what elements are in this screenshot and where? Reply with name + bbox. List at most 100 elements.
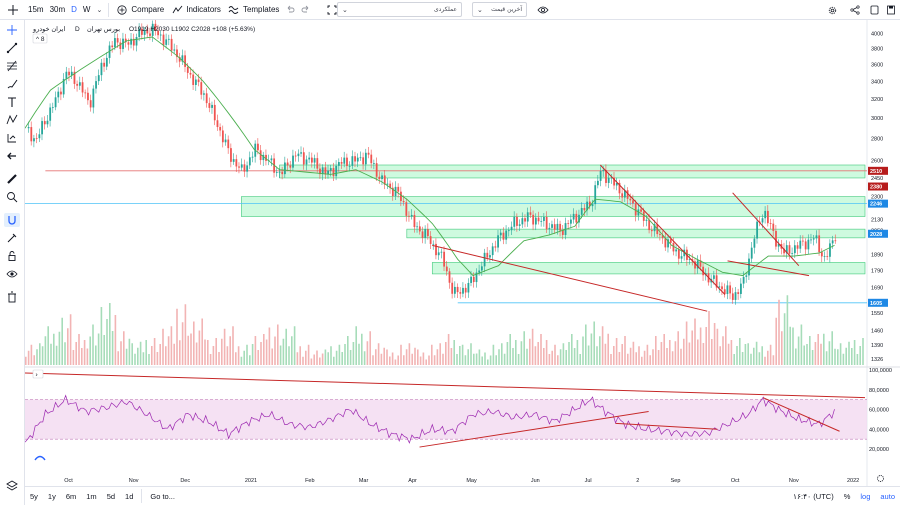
log-toggle[interactable]: log	[860, 491, 871, 501]
interval-d[interactable]: D	[71, 5, 77, 14]
templates-label: Templates	[242, 5, 280, 14]
back-arrow-icon[interactable]	[4, 149, 20, 163]
magnet-icon[interactable]	[4, 213, 20, 227]
candle-body	[348, 165, 351, 167]
chart-type-dropdown[interactable]: ⌄ عملکردی	[337, 2, 462, 17]
range-5d[interactable]: 5d	[106, 491, 116, 501]
candle-body	[270, 158, 273, 161]
range-1y[interactable]: 1y	[47, 491, 56, 501]
interval-30m[interactable]: 30m	[49, 5, 66, 14]
volume-bar	[820, 343, 822, 365]
volume-bar	[848, 341, 850, 365]
candle-body	[740, 283, 742, 294]
rsi-tick-label: 60,0000	[869, 408, 889, 414]
eye-icon[interactable]	[4, 267, 20, 281]
interval-15m[interactable]: 15m	[28, 5, 44, 14]
range-6m[interactable]: 6m	[65, 491, 77, 501]
volume-bar	[503, 353, 506, 365]
candle-body	[532, 214, 535, 225]
candle-body	[529, 212, 532, 215]
volume-bar	[277, 324, 279, 365]
trendline-1	[432, 244, 708, 312]
crosshair-icon[interactable]	[0, 1, 25, 19]
candle-body	[405, 202, 408, 216]
price-source-dropdown[interactable]: ⌄ آخرین قیمت	[472, 2, 527, 17]
lock-icon[interactable]	[4, 249, 20, 263]
candle-body	[737, 292, 740, 294]
candle-body	[502, 232, 505, 240]
ruler-icon[interactable]	[4, 172, 20, 186]
pattern-icon[interactable]	[4, 113, 20, 127]
interval-dropdown[interactable]: ⌄	[93, 1, 105, 19]
candle-body	[227, 139, 230, 149]
auto-toggle[interactable]: auto	[880, 491, 895, 501]
range-1m[interactable]: 1m	[86, 491, 97, 501]
rsi-collapse-button[interactable]	[32, 369, 44, 379]
candle-body	[351, 156, 354, 166]
time-axis[interactable]: Oct Nov Dec 2021 Feb Mar Apr May Jun Jul 2 Sep Oct No…	[64, 478, 859, 484]
volume-bar	[134, 353, 136, 365]
candle-body	[154, 23, 157, 31]
fib-retracement-icon[interactable]	[4, 59, 20, 73]
share-button[interactable]	[847, 1, 863, 19]
candle-body	[57, 91, 60, 98]
fullscreen-button[interactable]	[324, 1, 340, 19]
volume-bar	[713, 323, 716, 365]
crosshair-cursor-icon[interactable]	[4, 23, 20, 37]
axis-settings-button[interactable]	[876, 474, 885, 485]
prediction-icon[interactable]	[4, 131, 20, 145]
candle-body	[221, 130, 224, 143]
goto-button[interactable]: Go to...	[150, 491, 175, 501]
undo-button[interactable]	[282, 1, 298, 19]
candle-body	[796, 245, 799, 249]
save-button[interactable]	[883, 1, 899, 19]
redo-button[interactable]	[298, 1, 314, 19]
candle-body	[389, 183, 392, 188]
text-icon[interactable]	[4, 95, 20, 109]
volume-bar	[811, 350, 814, 365]
price-tick-label: 3800	[871, 46, 883, 52]
price-axis[interactable]: 4000 3800 3600 3400 3200 3000 2800 2600 2450 2300…	[868, 31, 892, 453]
trend-line-icon[interactable]	[4, 41, 20, 55]
settings-button[interactable]	[824, 1, 841, 19]
price-badge	[868, 166, 888, 175]
chart-canvas[interactable]: 4000 3800 3600 3400 3200 3000 2800 2600 2450 2300…	[25, 20, 900, 486]
zoom-icon[interactable]	[4, 190, 20, 204]
timezone-label[interactable]: ۱۶:۴۰ (UTC)	[793, 491, 834, 501]
volume-bar	[383, 347, 385, 365]
volume-bar	[601, 326, 604, 365]
stay-drawing-icon[interactable]	[4, 231, 20, 245]
layers-icon[interactable]	[6, 480, 18, 494]
trash-icon[interactable]	[4, 290, 20, 304]
candle-body	[281, 171, 284, 175]
volume-bar	[212, 346, 215, 365]
candle-body	[319, 168, 321, 175]
compare-button[interactable]: Compare	[112, 1, 167, 19]
moving-average	[25, 36, 835, 277]
indicators-button[interactable]: Indicators	[167, 1, 224, 19]
candle-body	[300, 152, 303, 154]
candle-body	[383, 175, 386, 185]
templates-button[interactable]: Templates	[224, 1, 282, 19]
percent-toggle[interactable]: %	[843, 491, 851, 501]
volume-bar	[489, 355, 492, 365]
candle-body	[640, 209, 642, 212]
candle-body	[373, 163, 375, 164]
scroll-logo	[34, 455, 46, 461]
interval-w[interactable]: W	[82, 5, 91, 14]
candle-body	[397, 186, 400, 192]
volume-bar	[190, 333, 192, 365]
legend-toggle-button[interactable]	[32, 33, 48, 44]
volume-bar	[646, 344, 649, 365]
candle-body	[634, 203, 637, 216]
volume-bar	[403, 355, 405, 365]
candle-body	[138, 28, 141, 38]
eye-button[interactable]	[534, 1, 552, 19]
rsi-legend-toggle[interactable]: ›	[32, 369, 44, 379]
snapshot-button[interactable]	[867, 1, 883, 19]
candle-body	[68, 71, 70, 76]
brush-icon[interactable]	[4, 77, 20, 91]
range-1d[interactable]: 1d	[125, 491, 134, 501]
candle-body	[124, 38, 127, 43]
range-5y[interactable]: 5y	[30, 491, 38, 501]
